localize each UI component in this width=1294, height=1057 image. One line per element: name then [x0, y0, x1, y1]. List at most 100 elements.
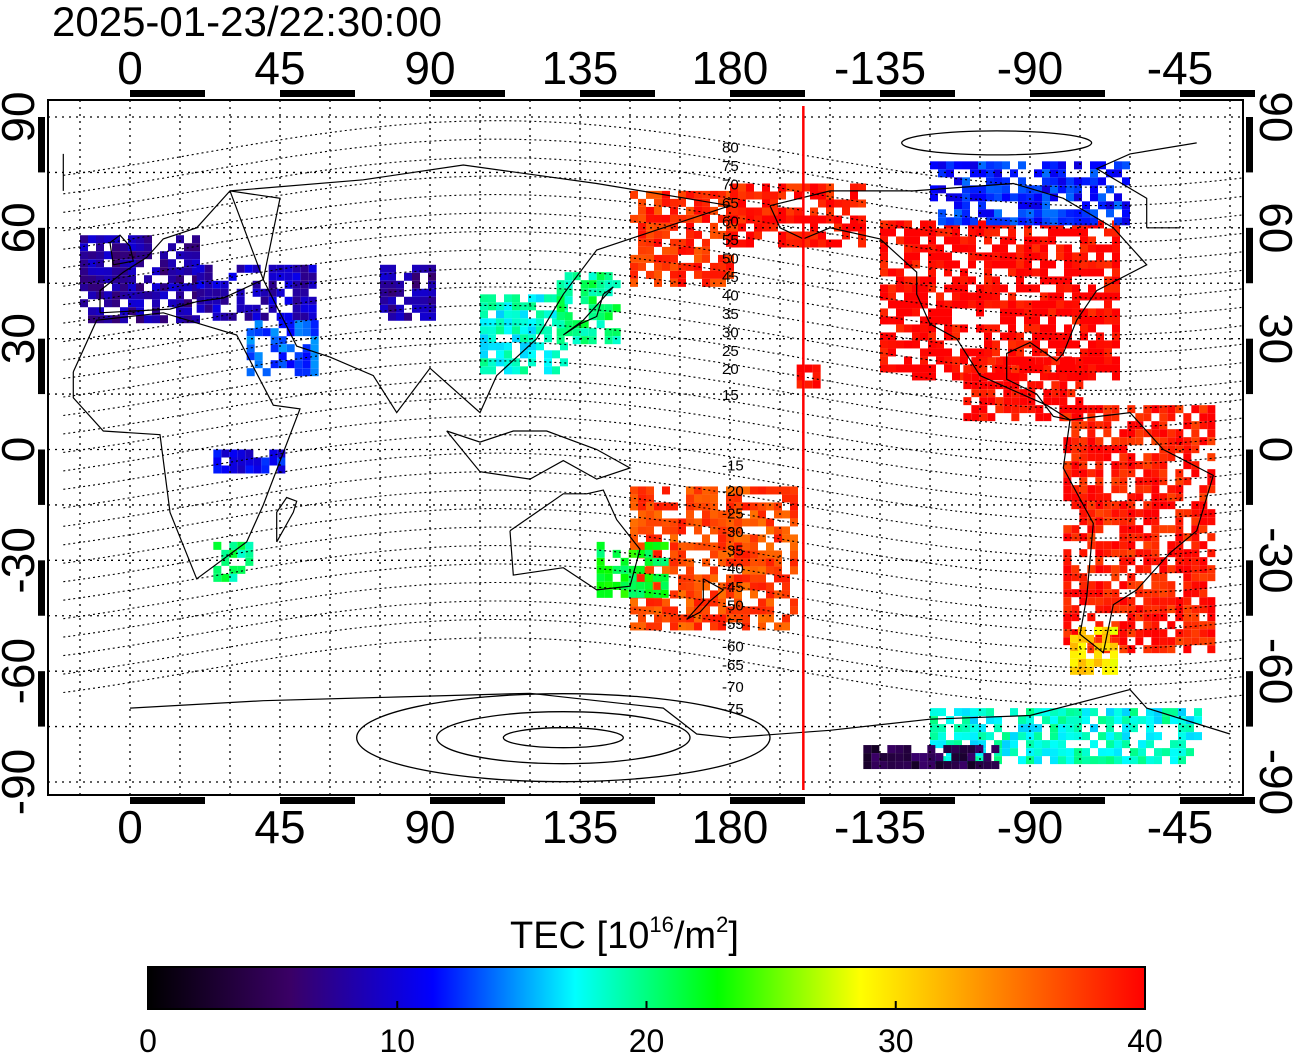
tec-pixel — [1096, 252, 1104, 261]
tec-pixel — [80, 243, 88, 252]
tec-pixel — [176, 235, 184, 244]
tec-pixel — [903, 761, 912, 770]
tec-pixel — [944, 260, 952, 269]
tec-pixel — [176, 291, 184, 300]
tec-pixel — [1008, 300, 1016, 309]
tec-pixel — [1064, 268, 1072, 277]
tec-pixel — [1151, 509, 1160, 518]
tec-pixel — [160, 259, 168, 268]
tec-pixel — [978, 161, 986, 170]
tec-pixel — [1103, 445, 1112, 454]
tec-pixel — [308, 280, 317, 289]
tec-pixel — [928, 364, 936, 373]
tec-pixel — [962, 161, 970, 170]
tec-pixel — [1175, 557, 1184, 566]
tec-pixel — [702, 598, 710, 607]
tec-pixel — [596, 589, 605, 598]
tec-pixel — [952, 332, 960, 341]
tec-pixel — [588, 328, 597, 337]
tec-pixel — [1063, 573, 1072, 582]
tec-pixel — [556, 336, 565, 345]
tec-pixel — [782, 574, 790, 583]
tec-pixel — [804, 364, 813, 373]
tec-pixel — [959, 761, 968, 770]
tec-pixel — [302, 344, 311, 353]
tec-pixel — [1143, 621, 1152, 630]
tec-pixel — [1095, 461, 1104, 470]
tec-pixel — [694, 494, 702, 503]
tec-pixel — [994, 740, 1002, 749]
tec-pixel — [968, 276, 976, 285]
tec-pixel — [770, 223, 778, 232]
tec-pixel — [920, 324, 928, 333]
tec-pixel — [1175, 477, 1184, 486]
tec-pixel — [630, 606, 638, 615]
tec-pixel — [1018, 217, 1026, 226]
tec-pixel — [1114, 169, 1122, 178]
tec-pixel — [1122, 177, 1130, 186]
tec-pixel — [954, 217, 962, 226]
tec-pixel — [1135, 509, 1144, 518]
tec-pixel — [1078, 666, 1086, 675]
tec-pixel — [1000, 244, 1008, 253]
tec-pixel — [670, 550, 678, 559]
tec-pixel — [580, 336, 589, 345]
tec-pixel — [746, 215, 754, 224]
tec-pixel — [1183, 637, 1192, 646]
frame-bar-right — [1246, 227, 1253, 284]
tec-pixel — [300, 312, 309, 321]
tec-pixel — [1119, 453, 1128, 462]
tec-pixel — [104, 267, 112, 276]
tec-pixel — [944, 236, 952, 245]
tec-pixel — [302, 368, 311, 377]
tec-pixel — [1074, 756, 1082, 765]
tec-pixel — [80, 283, 88, 292]
tec-pixel — [654, 254, 662, 263]
tec-pixel — [1175, 485, 1184, 494]
tec-pixel — [746, 239, 754, 248]
tec-pixel — [912, 260, 920, 269]
tec-pixel — [1058, 716, 1066, 725]
tec-pixel — [636, 589, 645, 598]
tec-pixel — [1119, 445, 1128, 454]
tec-pixel — [1143, 533, 1152, 542]
tec-pixel — [987, 357, 996, 366]
tec-pixel — [1056, 284, 1064, 293]
tec-pixel — [1183, 557, 1192, 566]
tec-pixel — [1008, 252, 1016, 261]
tec-pixel — [1088, 340, 1096, 349]
tec-pixel — [252, 304, 261, 313]
tec-pixel — [612, 336, 621, 345]
tec-pixel — [1048, 300, 1056, 309]
tec-pixel — [1119, 541, 1128, 550]
tec-pixel — [718, 614, 726, 623]
tec-pixel — [986, 193, 994, 202]
tec-pixel — [1194, 732, 1202, 741]
tec-pixel — [136, 243, 144, 252]
tec-pixel — [192, 291, 200, 300]
tec-pixel — [520, 318, 528, 327]
tec-pixel — [1018, 177, 1026, 186]
tec-pixel — [758, 486, 766, 495]
tec-pixel — [790, 566, 798, 575]
tec-pixel — [1079, 517, 1088, 526]
tec-pixel — [1183, 629, 1192, 638]
tec-pixel — [1111, 621, 1120, 630]
tec-pixel — [556, 312, 565, 321]
tec-pixel — [1111, 565, 1120, 574]
tec-pixel — [1051, 357, 1060, 366]
frame-bar-left — [38, 671, 45, 727]
tec-pixel — [1071, 469, 1080, 478]
tec-pixel — [896, 324, 904, 333]
tec-pixel — [702, 494, 710, 503]
tec-pixel — [1048, 308, 1056, 317]
tec-pixel — [104, 235, 112, 244]
tec-pixel — [754, 191, 762, 200]
tec-pixel — [662, 526, 670, 535]
tec-pixel — [1048, 260, 1056, 269]
tec-pixel — [978, 708, 986, 717]
tec-pixel — [1098, 748, 1106, 757]
tec-pixel — [1066, 209, 1074, 218]
tec-pixel — [1143, 557, 1152, 566]
tec-pixel — [670, 534, 678, 543]
